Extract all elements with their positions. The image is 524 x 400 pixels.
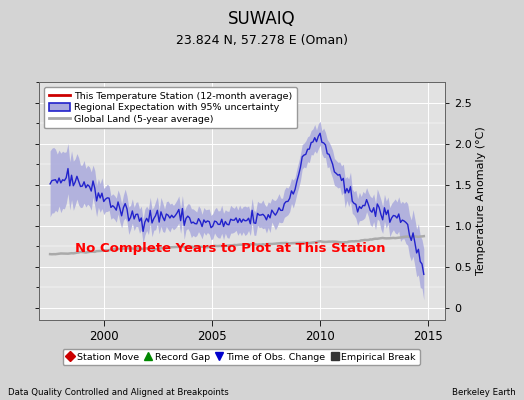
Text: Berkeley Earth: Berkeley Earth: [452, 388, 516, 397]
Text: Data Quality Controlled and Aligned at Breakpoints: Data Quality Controlled and Aligned at B…: [8, 388, 228, 397]
Legend: Station Move, Record Gap, Time of Obs. Change, Empirical Break: Station Move, Record Gap, Time of Obs. C…: [62, 349, 420, 365]
Legend: This Temperature Station (12-month average), Regional Expectation with 95% uncer: This Temperature Station (12-month avera…: [44, 87, 297, 128]
Text: 23.824 N, 57.278 E (Oman): 23.824 N, 57.278 E (Oman): [176, 34, 348, 47]
Text: No Complete Years to Plot at This Station: No Complete Years to Plot at This Statio…: [75, 242, 386, 255]
Y-axis label: Temperature Anomaly (°C): Temperature Anomaly (°C): [476, 127, 486, 275]
Text: SUWAIQ: SUWAIQ: [228, 10, 296, 28]
